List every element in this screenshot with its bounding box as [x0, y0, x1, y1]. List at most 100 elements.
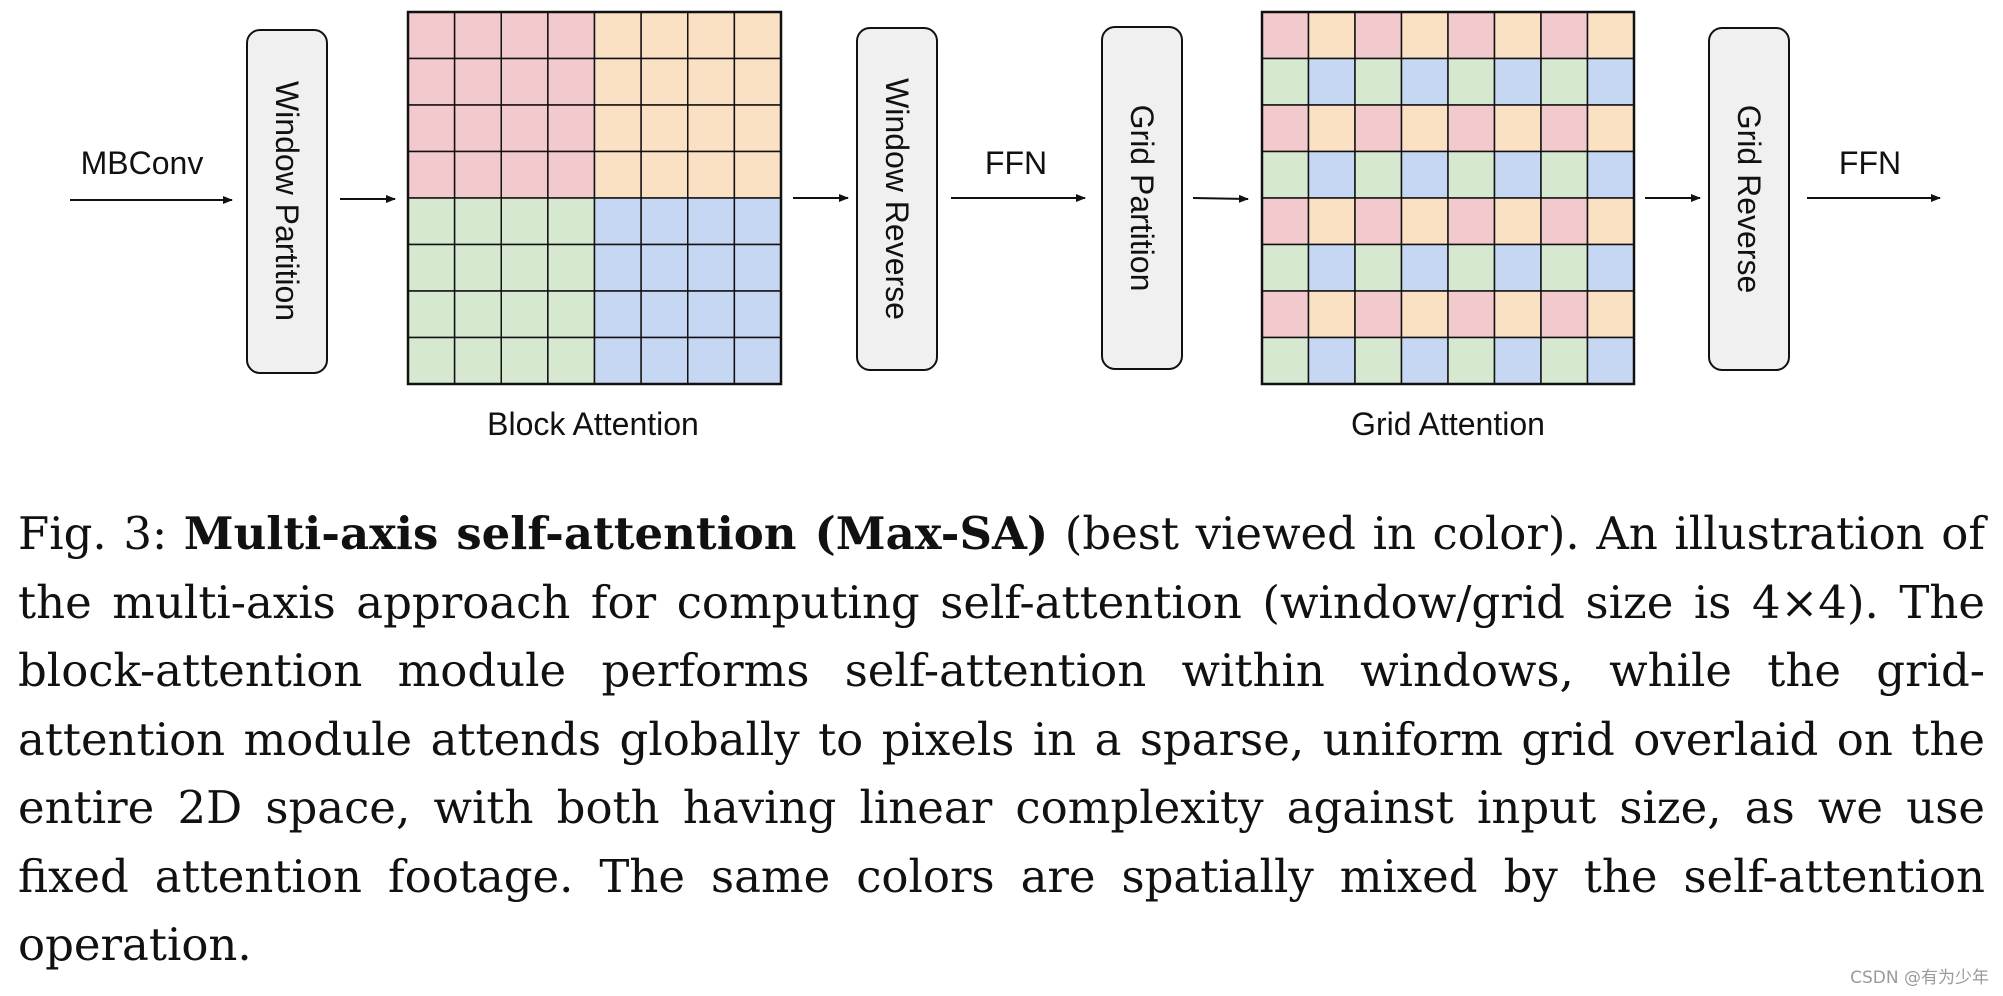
- grid-cell: [733, 197, 782, 246]
- grid-cell: [1586, 11, 1635, 60]
- grid-border: [406, 10, 783, 386]
- grid-cell: [733, 336, 782, 385]
- ffn-label-2: FFN: [1839, 145, 1901, 181]
- grid-cell: [1307, 11, 1356, 60]
- grid-cell: [1493, 336, 1542, 385]
- grid-cell: [733, 57, 782, 106]
- grid-cell: [1261, 104, 1310, 153]
- grid-cell: [500, 290, 549, 339]
- grid-cell: [453, 290, 502, 339]
- grid-cell: [1447, 290, 1496, 339]
- grid-cell: [687, 57, 736, 106]
- window-partition-box: Window Partition: [246, 29, 328, 374]
- grid-cell: [1354, 57, 1403, 106]
- grid-cell: [1307, 104, 1356, 153]
- grid-cell: [1447, 104, 1496, 153]
- grid-cell: [640, 197, 689, 246]
- grid-cell: [1261, 11, 1310, 60]
- grid-cell: [547, 197, 596, 246]
- grid-cell: [1400, 104, 1449, 153]
- grid-cell: [500, 150, 549, 199]
- grid-cell: [547, 57, 596, 106]
- grid-cell: [1447, 11, 1496, 60]
- grid-cell: [1400, 243, 1449, 292]
- grid-cell: [1261, 57, 1310, 106]
- grid-cell: [500, 336, 549, 385]
- grid-cell: [1307, 150, 1356, 199]
- window-reverse-label: Window Reverse: [879, 78, 915, 320]
- grid-cell: [1261, 290, 1310, 339]
- grid-cell: [1447, 197, 1496, 246]
- grid-cell: [500, 11, 549, 60]
- grid-cell: [1540, 336, 1589, 385]
- grid-cell: [453, 336, 502, 385]
- grid-cell: [733, 150, 782, 199]
- grid-cell: [640, 336, 689, 385]
- grid-cell: [1307, 336, 1356, 385]
- grid-cell: [1261, 197, 1310, 246]
- block-attention-grid: [406, 10, 783, 386]
- ffn-label-1: FFN: [985, 145, 1047, 181]
- grid-cell: [453, 243, 502, 292]
- grid-cell: [453, 104, 502, 153]
- grid-cell: [453, 197, 502, 246]
- caption-title: Multi-axis self-attention (Max-SA): [183, 507, 1049, 560]
- grid-cell: [407, 243, 456, 292]
- grid-cell: [733, 290, 782, 339]
- grid-cell: [687, 243, 736, 292]
- grid-cell: [1354, 150, 1403, 199]
- grid-cell: [593, 57, 642, 106]
- grid-cell: [1354, 290, 1403, 339]
- grid-cell: [1354, 243, 1403, 292]
- grid-cell: [1493, 11, 1542, 60]
- grid-cell: [1400, 150, 1449, 199]
- grid-cell: [1493, 104, 1542, 153]
- grid-cell: [1400, 336, 1449, 385]
- grid-cell: [640, 104, 689, 153]
- grid-cell: [1447, 150, 1496, 199]
- grid-cell: [1540, 57, 1589, 106]
- grid-cell: [1493, 150, 1542, 199]
- grid-cell: [547, 243, 596, 292]
- grid-cell: [407, 104, 456, 153]
- grid-cell: [1354, 336, 1403, 385]
- grid-cell: [1400, 197, 1449, 246]
- grid-cell: [1540, 104, 1589, 153]
- grid-cell: [1540, 290, 1589, 339]
- grid-cell: [1447, 336, 1496, 385]
- grid-cell: [593, 150, 642, 199]
- window-reverse-box: Window Reverse: [856, 27, 938, 371]
- grid-cell: [687, 336, 736, 385]
- grid-cell: [733, 243, 782, 292]
- grid-cell: [687, 104, 736, 153]
- grid-cell: [687, 11, 736, 60]
- grid-border: [1260, 10, 1636, 386]
- grid-cell: [1540, 197, 1589, 246]
- caption-body: (best viewed in color). An illustration …: [18, 507, 1985, 971]
- max-sa-diagram: MBConv Window Partition Block Attention …: [70, 10, 1941, 442]
- grid-cell: [687, 290, 736, 339]
- grid-cell: [733, 11, 782, 60]
- grid-cell: [687, 197, 736, 246]
- grid-partition-label: Grid Partition: [1124, 105, 1160, 292]
- grid-cell: [1586, 150, 1635, 199]
- grid-cell: [1307, 290, 1356, 339]
- grid-cell: [593, 290, 642, 339]
- grid-cell: [593, 104, 642, 153]
- grid-cell: [640, 57, 689, 106]
- grid-cell: [1447, 57, 1496, 106]
- figure-caption: Fig. 3: Multi-axis self-attention (Max-S…: [18, 500, 1985, 980]
- caption-label: Fig. 3:: [18, 507, 168, 560]
- grid-cell: [593, 243, 642, 292]
- grid-cell: [500, 243, 549, 292]
- grid-cell: [687, 150, 736, 199]
- grid-cell: [1354, 11, 1403, 60]
- grid-cell: [1586, 336, 1635, 385]
- window-partition-label: Window Partition: [269, 81, 305, 321]
- grid-cell: [1586, 104, 1635, 153]
- grid-cell: [407, 336, 456, 385]
- grid-cell: [593, 11, 642, 60]
- grid-cell: [1493, 243, 1542, 292]
- grid-cell: [1493, 197, 1542, 246]
- grid-attention-grid: [1260, 10, 1636, 386]
